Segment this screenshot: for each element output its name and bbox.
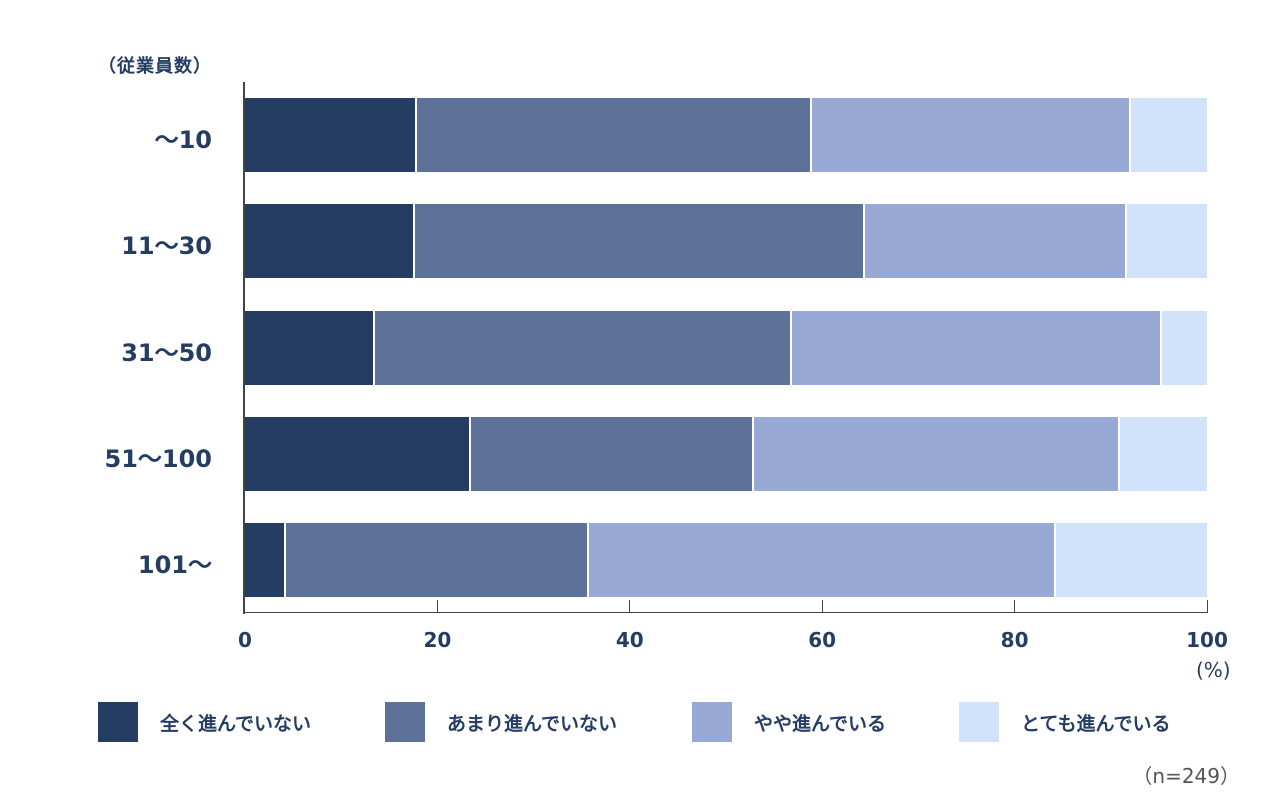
x-tick (821, 600, 823, 613)
sample-size-note: （n=249） (1132, 764, 1240, 788)
x-tick-label: 40 (615, 628, 644, 652)
x-tick (436, 600, 438, 613)
bar-segment (811, 98, 1131, 172)
x-tick (1014, 600, 1016, 613)
y-axis-line (243, 82, 245, 614)
bar-row (245, 204, 1207, 278)
bar-segment (417, 98, 812, 172)
bar-segment (245, 98, 418, 172)
bar-segment (245, 204, 416, 278)
bar-segment (415, 204, 865, 278)
bar-segment (245, 311, 375, 385)
category-label: 101〜 (137, 551, 212, 579)
bar-row (245, 98, 1207, 172)
x-tick (1206, 600, 1208, 613)
category-label: 51〜100 (104, 445, 213, 473)
bar-segment (1127, 204, 1207, 278)
plot-area (245, 82, 1207, 612)
bar-segment (1055, 523, 1207, 597)
legend-label: あまり進んでいない (447, 712, 618, 735)
bar-segment (1120, 417, 1207, 491)
legend-label: 全く進んでいない (160, 712, 312, 735)
x-axis-unit: (%) (1196, 658, 1231, 682)
bar-row (245, 311, 1207, 385)
bar-segment (245, 523, 287, 597)
legend-swatch (692, 702, 732, 742)
x-tick-label: 100 (1186, 628, 1228, 652)
x-tick-label: 80 (1000, 628, 1029, 652)
bar-segment (792, 311, 1162, 385)
bar-segment (286, 523, 590, 597)
x-axis-line (243, 612, 1207, 613)
legend-swatch (385, 702, 425, 742)
x-tick (629, 600, 631, 613)
x-tick-label: 20 (423, 628, 452, 652)
category-label: 31〜50 (121, 339, 212, 367)
legend-item: とても進んでいる (959, 702, 1219, 742)
bar-segment (1130, 98, 1207, 172)
bar-row (245, 417, 1207, 491)
y-axis-title: （従業員数） (98, 56, 212, 77)
category-label: 〜10 (154, 126, 212, 154)
x-tick-label: 0 (238, 628, 252, 652)
category-label: 11〜30 (121, 232, 212, 260)
bar-segment (374, 311, 793, 385)
legend-label: とても進んでいる (1021, 712, 1171, 735)
bar-segment (753, 417, 1121, 491)
bar-segment (245, 417, 472, 491)
legend-label: やや進んでいる (754, 712, 887, 735)
legend-item: やや進んでいる (692, 702, 959, 742)
x-tick-label: 60 (808, 628, 837, 652)
legend-swatch (959, 702, 999, 742)
legend: 全く進んでいない あまり進んでいない やや進んでいる とても進んでいる (98, 702, 1219, 742)
bar-segment (864, 204, 1128, 278)
bar-segment (471, 417, 754, 491)
legend-item: 全く進んでいない (98, 702, 385, 742)
bar-row (245, 523, 1207, 597)
legend-item: あまり進んでいない (385, 702, 692, 742)
legend-swatch (98, 702, 138, 742)
bar-segment (1161, 311, 1207, 385)
bar-segment (589, 523, 1056, 597)
